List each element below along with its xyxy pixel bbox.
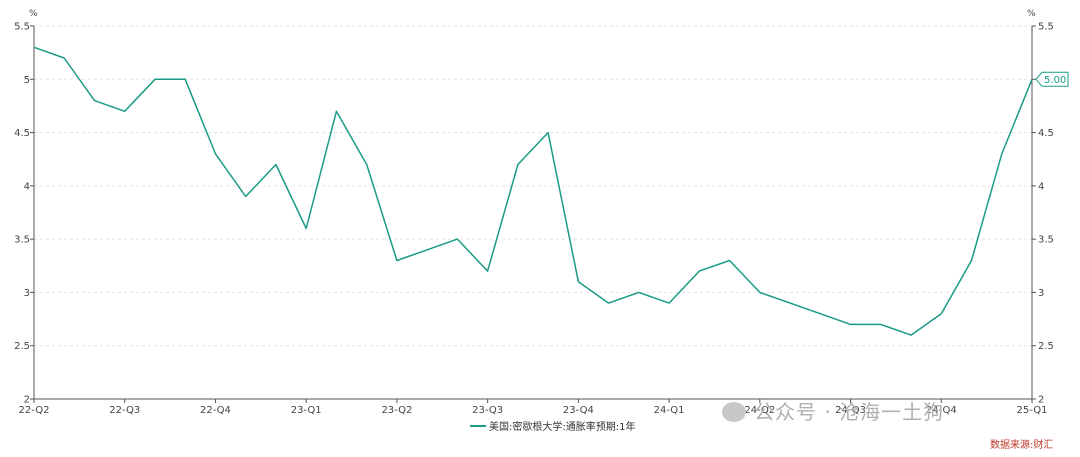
legend[interactable]: 美国:密歇根大学:通胀率预期:1年 (470, 420, 635, 433)
x-tick-label: 24-Q3 (835, 405, 866, 416)
x-tick-label: 22-Q4 (200, 405, 231, 416)
data-point (728, 259, 730, 261)
data-point (819, 313, 821, 315)
watermark-text: 公众号 · 沧海一土狗 (754, 400, 945, 424)
legend-label: 美国:密歇根大学:通胀率预期:1年 (489, 420, 635, 433)
x-tick-label: 22-Q2 (19, 405, 50, 416)
x-tick-label: 22-Q3 (109, 405, 140, 416)
y-tick-label-right: 2 (1038, 395, 1044, 406)
data-point (789, 302, 791, 304)
data-point (63, 57, 65, 59)
data-point (365, 163, 367, 165)
y-tick-label-left: 3 (24, 288, 30, 299)
x-tick-label: 24-Q1 (654, 405, 685, 416)
data-point (244, 195, 246, 197)
data-point (607, 302, 609, 304)
data-point (1001, 153, 1003, 155)
data-point (547, 131, 549, 133)
data-point (849, 323, 851, 325)
data-point (396, 259, 398, 261)
end-value-label: 5.00 (1035, 71, 1069, 87)
y-tick-label-right: 2.5 (1038, 341, 1054, 352)
y-tick-label-left: 4 (24, 181, 30, 192)
end-label-value: 5.00 (1044, 75, 1066, 86)
y-axis-left-unit: % (29, 9, 38, 19)
x-tick-label: 25-Q1 (1017, 405, 1048, 416)
x-tick-label: 23-Q1 (291, 405, 322, 416)
x-tick-label: 23-Q3 (472, 405, 503, 416)
data-point (33, 46, 35, 48)
data-point (638, 291, 640, 293)
y-tick-label-left: 2.5 (14, 341, 30, 352)
y-tick-label-right: 3 (1038, 288, 1044, 299)
y-tick-label-right: 4.5 (1038, 128, 1054, 139)
y-tick-label-left: 5 (24, 75, 30, 86)
x-tick-label: 23-Q4 (563, 405, 594, 416)
data-point (940, 313, 942, 315)
data-point (184, 78, 186, 80)
end-label-box (1035, 71, 1069, 87)
y-tick-label-left: 4.5 (14, 128, 30, 139)
y-axis-left-ticks: 2 2.5 3 3.5 4 4.5 5 5.5 (14, 22, 34, 406)
series-group (33, 46, 1033, 336)
data-point (275, 163, 277, 165)
data-point (214, 153, 216, 155)
source-note: 数据来源:财汇 (990, 440, 1054, 451)
data-point (910, 334, 912, 336)
data-point (1031, 78, 1033, 80)
y-tick-label-left: 5.5 (14, 22, 30, 33)
data-point (124, 110, 126, 112)
y-tick-label-left: 3.5 (14, 235, 30, 246)
data-point (486, 270, 488, 272)
data-point (426, 249, 428, 251)
x-tick-label: 24-Q2 (744, 405, 775, 416)
watermark: 公众号 · 沧海一土狗 (722, 396, 944, 425)
data-point (970, 259, 972, 261)
y-tick-label-right: 4 (1038, 181, 1044, 192)
data-point (577, 281, 579, 283)
data-point (880, 323, 882, 325)
y-tick-label-left: 2 (24, 395, 30, 406)
data-point (668, 302, 670, 304)
y-tick-label-right: 3.5 (1038, 235, 1054, 246)
data-point (456, 238, 458, 240)
data-point (759, 291, 761, 293)
axes (33, 26, 1033, 400)
data-point (335, 110, 337, 112)
y-axis-right-ticks: 22.533.544.555.5 (1032, 22, 1054, 406)
grid-lines (34, 25, 1032, 347)
data-point (517, 163, 519, 165)
data-point (93, 99, 95, 101)
data-point (154, 78, 156, 80)
y-tick-label-right: 5.5 (1038, 22, 1054, 33)
series-line (33, 46, 1033, 336)
data-point (305, 227, 307, 229)
x-tick-label: 23-Q2 (381, 405, 412, 416)
y-axis-right-unit: % (1027, 9, 1036, 19)
x-axis-ticks: 22-Q2 22-Q3 22-Q4 23-Q1 23-Q2 23-Q3 23-Q4 24-Q1… (19, 399, 1048, 416)
data-point (698, 270, 700, 272)
x-tick-label: 24-Q4 (926, 405, 957, 416)
wechat-icon (722, 402, 746, 422)
